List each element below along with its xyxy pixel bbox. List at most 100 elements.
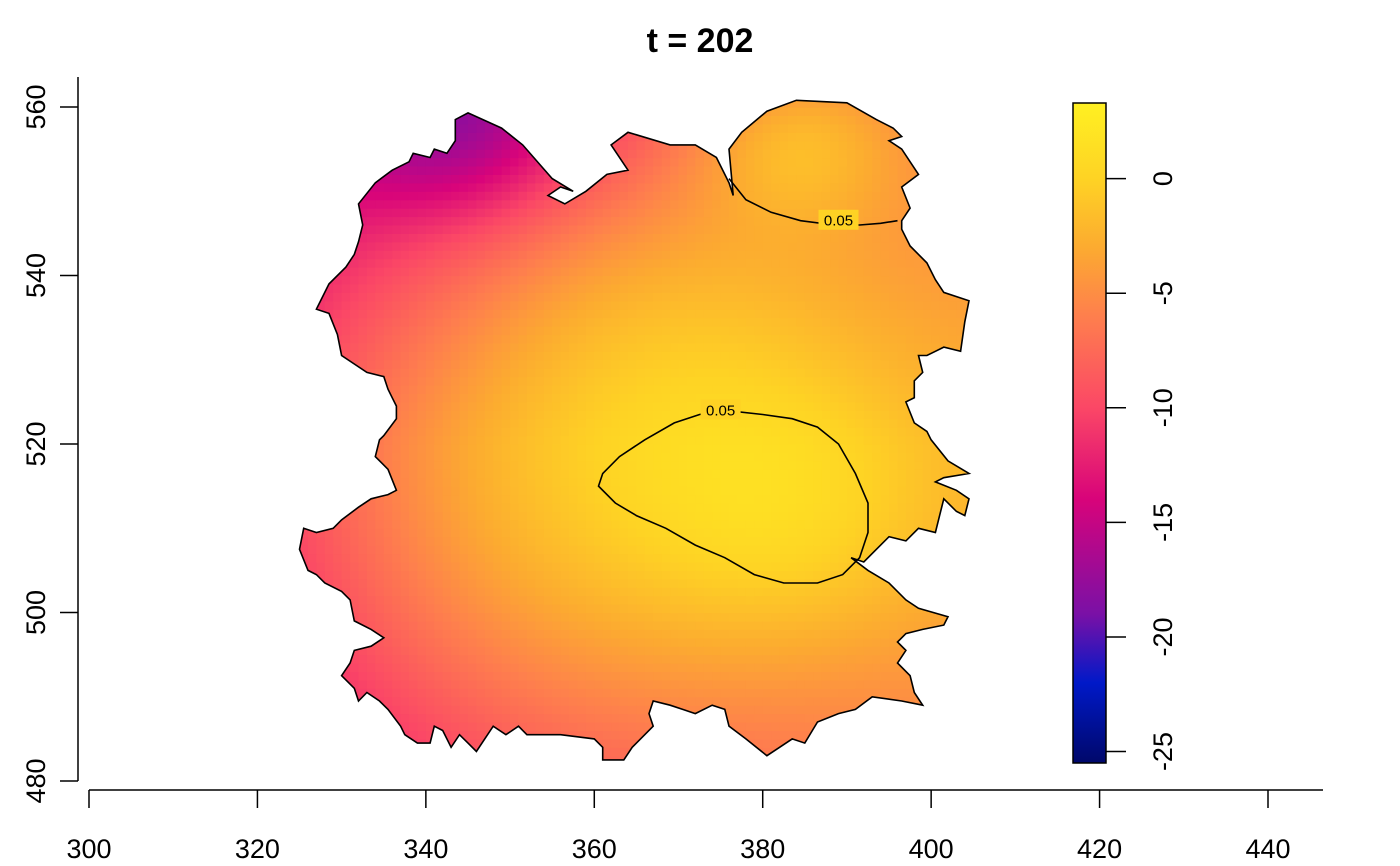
heat-cell [543, 663, 553, 672]
heat-cell [745, 191, 755, 201]
heat-cell [804, 477, 814, 487]
heat-cell [560, 545, 570, 555]
heat-cell [585, 612, 595, 622]
heat-cell [383, 460, 393, 470]
heat-cell [686, 359, 696, 369]
heat-cell [729, 503, 738, 512]
heat-cell [577, 553, 587, 563]
heat-cell [720, 275, 730, 285]
heat-cell [543, 309, 553, 319]
heat-cell [375, 730, 385, 740]
heat-cell [501, 663, 511, 672]
heat-cell [392, 570, 402, 580]
heat-cell [754, 182, 764, 192]
heat-cell [316, 166, 326, 175]
heat-cell [737, 747, 747, 757]
heat-cell [577, 713, 587, 723]
heat-cell [686, 747, 696, 757]
heat-cell [796, 334, 806, 344]
heat-cell [468, 595, 477, 605]
heat-cell [316, 376, 326, 386]
heat-cell [644, 300, 654, 310]
heat-cell [299, 418, 309, 428]
heat-cell [644, 225, 654, 234]
heat-cell [611, 326, 621, 336]
heat-cell [484, 326, 494, 336]
heat-cell [577, 199, 587, 209]
heat-cell [425, 182, 435, 192]
heat-cell [729, 444, 738, 453]
heat-cell [299, 199, 301, 209]
heat-cell [434, 225, 444, 234]
heat-cell [316, 334, 326, 344]
heat-cell [308, 393, 317, 403]
heat-cell [434, 393, 444, 403]
heat-cell [661, 730, 671, 740]
heat-cell [409, 385, 418, 394]
heat-cell [577, 351, 587, 361]
heat-cell [308, 191, 317, 201]
heat-cell [771, 688, 781, 698]
heat-cell [366, 595, 376, 605]
heat-cell [459, 241, 469, 251]
heat-cell [417, 174, 427, 184]
heat-cell [602, 351, 612, 361]
heat-cell [636, 149, 646, 159]
heat-cell [476, 620, 486, 630]
heat-cell [451, 334, 461, 344]
heat-cell [493, 587, 503, 597]
heat-cell [653, 486, 663, 496]
heat-cell [560, 486, 570, 496]
heat-cell [501, 503, 511, 512]
heat-cell [653, 216, 663, 226]
heat-cell [695, 275, 705, 285]
heat-cell [358, 755, 368, 760]
heat-cell [308, 705, 317, 715]
heat-cell [745, 149, 755, 159]
heat-cell [316, 250, 326, 260]
heat-cell [501, 199, 511, 209]
heat-cell [737, 149, 747, 159]
heat-cell [333, 300, 343, 310]
heat-cell [493, 620, 503, 630]
heat-cell [628, 646, 637, 656]
heat-cell [678, 317, 688, 327]
heat-cell [712, 241, 722, 251]
heat-cell [341, 309, 351, 319]
heat-cell [585, 663, 595, 672]
heat-cell [796, 595, 806, 605]
heat-cell [720, 418, 730, 428]
heat-cell [316, 241, 326, 251]
heat-cell [762, 191, 772, 201]
heat-cell [703, 494, 713, 504]
heat-cell [350, 452, 360, 462]
heat-cell [350, 511, 360, 521]
heat-cell [585, 469, 595, 479]
heat-cell [324, 359, 334, 369]
heat-cell [686, 123, 696, 133]
heat-cell [653, 107, 663, 116]
heat-cell [720, 477, 730, 487]
heat-cell [350, 208, 360, 218]
heat-cell [510, 410, 520, 420]
heat-cell [299, 208, 301, 218]
heat-cell [409, 132, 418, 142]
heat-cell [560, 604, 570, 614]
heat-cell [720, 149, 730, 159]
heat-cell [316, 486, 326, 496]
heat-cell [476, 115, 486, 125]
heat-cell [712, 519, 722, 529]
heat-cell [738, 90, 747, 99]
heat-cell [526, 115, 536, 125]
heat-cell [342, 90, 351, 99]
heat-cell [796, 132, 806, 142]
heat-cell [661, 292, 671, 302]
heat-cell [409, 545, 418, 555]
heat-cell [644, 494, 654, 504]
heat-cell [451, 545, 461, 555]
heat-cell [333, 368, 343, 378]
heat-cell [299, 460, 309, 470]
heat-cell [299, 713, 309, 723]
heat-cell [636, 545, 646, 555]
heat-cell [400, 469, 410, 479]
